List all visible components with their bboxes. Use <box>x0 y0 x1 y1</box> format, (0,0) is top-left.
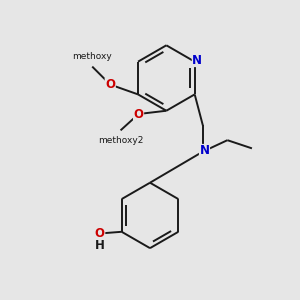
Text: N: N <box>192 53 202 67</box>
Text: O: O <box>134 107 143 121</box>
Text: O: O <box>95 227 105 240</box>
Text: N: N <box>200 145 209 158</box>
Text: H: H <box>95 239 105 252</box>
Text: methoxy: methoxy <box>72 52 112 61</box>
Text: methoxy2: methoxy2 <box>98 136 143 145</box>
Text: O: O <box>105 78 115 91</box>
